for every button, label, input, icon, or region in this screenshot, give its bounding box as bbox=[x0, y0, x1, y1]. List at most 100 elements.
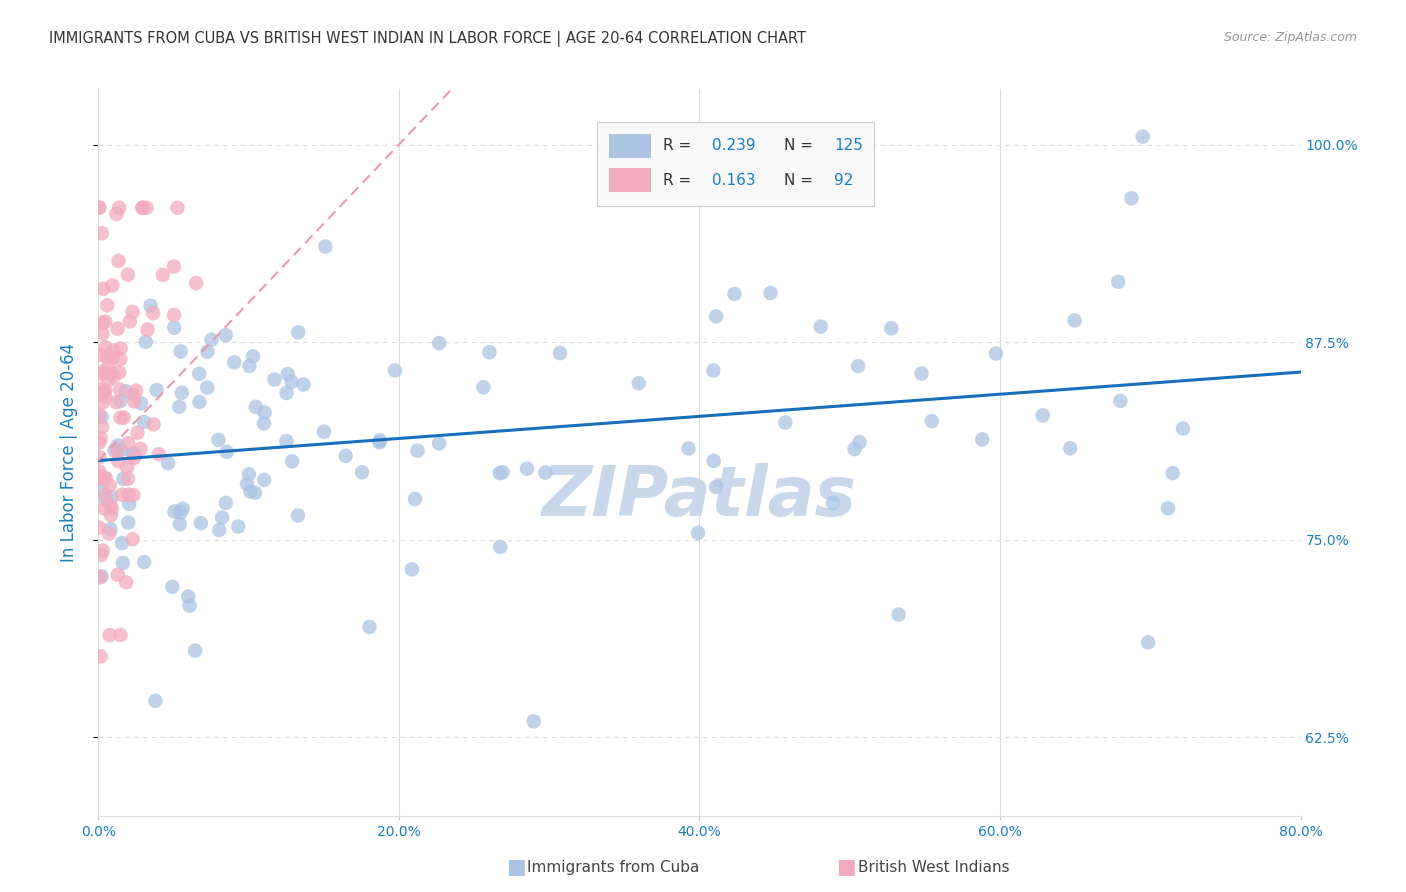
Text: N =: N = bbox=[783, 172, 817, 187]
Point bbox=[627, 376, 650, 391]
Point bbox=[1137, 635, 1160, 649]
Point bbox=[101, 501, 124, 516]
Point bbox=[135, 334, 157, 349]
Text: 125: 125 bbox=[834, 138, 863, 153]
Point bbox=[98, 366, 121, 380]
Point bbox=[111, 488, 134, 502]
Point bbox=[90, 409, 112, 424]
Point bbox=[236, 476, 259, 491]
Text: 0.163: 0.163 bbox=[711, 172, 755, 187]
Point bbox=[359, 620, 381, 634]
Point bbox=[157, 456, 180, 470]
Point bbox=[112, 472, 135, 486]
Point bbox=[101, 351, 124, 365]
Point bbox=[1109, 393, 1132, 408]
Point bbox=[89, 570, 111, 584]
Point bbox=[478, 345, 501, 359]
Point bbox=[101, 278, 124, 293]
Point bbox=[111, 556, 134, 570]
Point bbox=[179, 599, 201, 613]
Point bbox=[89, 201, 111, 215]
Point bbox=[115, 460, 138, 475]
Point bbox=[169, 506, 191, 520]
Point bbox=[972, 433, 994, 447]
Point bbox=[121, 447, 143, 461]
Point bbox=[110, 410, 132, 425]
Point bbox=[172, 501, 194, 516]
Point bbox=[89, 201, 111, 215]
Point bbox=[91, 395, 114, 409]
Point bbox=[98, 526, 121, 541]
Text: IMMIGRANTS FROM CUBA VS BRITISH WEST INDIAN IN LABOR FORCE | AGE 20-64 CORRELATI: IMMIGRANTS FROM CUBA VS BRITISH WEST IND… bbox=[49, 31, 806, 47]
Point bbox=[704, 480, 727, 494]
Point bbox=[215, 496, 238, 510]
Point bbox=[136, 322, 159, 336]
Point bbox=[97, 373, 120, 387]
Point bbox=[96, 298, 118, 312]
Point bbox=[132, 415, 155, 429]
Point bbox=[91, 226, 114, 240]
Point bbox=[103, 443, 125, 458]
Text: R =: R = bbox=[664, 138, 696, 153]
Point bbox=[145, 383, 167, 397]
Point bbox=[152, 268, 174, 282]
Point bbox=[704, 310, 727, 324]
Point bbox=[492, 465, 515, 479]
Point bbox=[207, 433, 229, 447]
Point bbox=[90, 569, 112, 583]
Point bbox=[118, 314, 141, 328]
Point bbox=[166, 201, 188, 215]
Point bbox=[100, 508, 122, 523]
Point bbox=[94, 471, 117, 485]
Point bbox=[134, 555, 156, 569]
Point bbox=[89, 471, 111, 485]
Point bbox=[224, 355, 246, 369]
Point bbox=[169, 517, 191, 532]
Point bbox=[848, 435, 870, 450]
Point bbox=[197, 344, 219, 359]
Point bbox=[253, 473, 276, 487]
Point bbox=[516, 461, 538, 475]
Point bbox=[91, 543, 114, 558]
Point bbox=[163, 505, 186, 519]
Point bbox=[910, 367, 932, 381]
Point bbox=[122, 394, 145, 409]
Point bbox=[98, 628, 121, 642]
Point bbox=[115, 575, 138, 590]
Point bbox=[105, 207, 128, 221]
Point bbox=[108, 383, 131, 397]
Point bbox=[110, 628, 132, 642]
Point bbox=[103, 343, 125, 358]
Point bbox=[124, 447, 146, 461]
Point bbox=[145, 694, 167, 708]
Y-axis label: In Labor Force | Age 20-64: In Labor Force | Age 20-64 bbox=[59, 343, 77, 562]
Point bbox=[91, 282, 114, 296]
Point bbox=[238, 467, 260, 482]
Point bbox=[169, 400, 191, 414]
Point bbox=[107, 321, 129, 335]
Point bbox=[89, 435, 111, 450]
Point bbox=[190, 516, 212, 530]
Point bbox=[200, 333, 222, 347]
Point bbox=[523, 714, 546, 729]
Point bbox=[90, 431, 112, 445]
Point bbox=[1171, 421, 1194, 435]
Point bbox=[1121, 191, 1143, 205]
Text: ZIPatlas: ZIPatlas bbox=[541, 463, 858, 530]
Point bbox=[226, 519, 249, 533]
Point bbox=[984, 346, 1007, 360]
Point bbox=[1157, 501, 1180, 516]
Point bbox=[335, 449, 357, 463]
Point bbox=[775, 416, 797, 430]
Point bbox=[107, 254, 129, 268]
Point bbox=[89, 408, 111, 422]
Point bbox=[90, 548, 112, 562]
Point bbox=[110, 352, 132, 367]
Point bbox=[89, 465, 111, 479]
Point bbox=[238, 359, 260, 373]
Point bbox=[93, 385, 115, 400]
Text: British West Indians: British West Indians bbox=[858, 860, 1010, 874]
Point bbox=[287, 326, 309, 340]
Point bbox=[211, 510, 233, 524]
Point bbox=[135, 201, 157, 215]
